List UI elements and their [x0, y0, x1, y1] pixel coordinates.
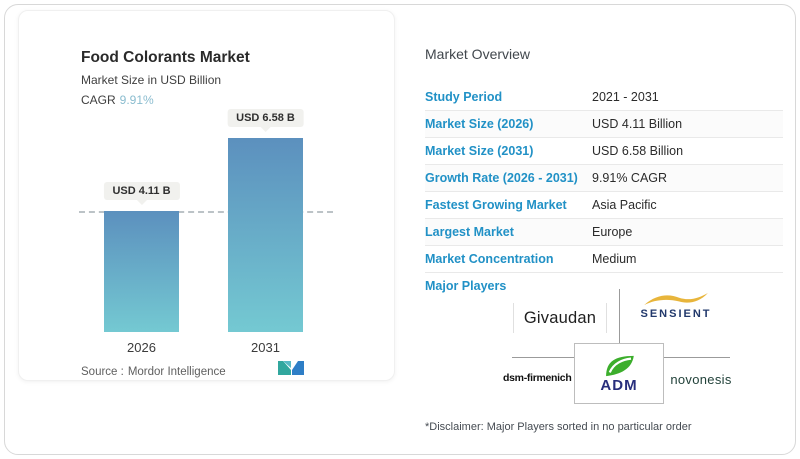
row-value: USD 4.11 Billion [592, 117, 683, 131]
table-row: Growth Rate (2026 - 2031) 9.91% CAGR [425, 165, 783, 192]
source-value: Mordor Intelligence [127, 366, 226, 378]
dsm-firmenich-wordmark: dsm-firmenich [503, 372, 572, 384]
cagr-label: CAGR [81, 93, 116, 107]
players-divider-left [512, 357, 575, 358]
row-value: USD 6.58 Billion [592, 144, 684, 158]
sensient-logo: SENSIENT [630, 292, 722, 332]
givaudan-logo: Givaudan [513, 303, 607, 333]
baseline-dashed-line [79, 211, 333, 213]
dsm-firmenich-logo: dsm-firmenich ●●● [503, 372, 583, 384]
row-label: Study Period [425, 90, 503, 104]
row-label: Market Concentration [425, 252, 554, 266]
chart-title: Food Colorants Market [81, 49, 250, 66]
mordor-intelligence-logo-icon [278, 361, 304, 375]
chart-subtitle: Market Size in USD Billion [81, 73, 222, 87]
row-label: Market Size (2026) [425, 117, 534, 131]
row-label: Largest Market [425, 225, 514, 239]
row-value: 2021 - 2031 [592, 90, 659, 104]
major-players-label: Major Players [425, 279, 507, 293]
x-axis-label-2031: 2031 [251, 340, 280, 355]
adm-leaf-icon [606, 355, 634, 376]
table-row: Study Period 2021 - 2031 [425, 84, 783, 111]
pill-caret [136, 200, 147, 205]
row-label: Market Size (2031) [425, 144, 534, 158]
adm-wordmark: ADM [600, 376, 638, 394]
overview-heading: Market Overview [425, 46, 531, 62]
overview-table: Study Period 2021 - 2031 Market Size (20… [425, 84, 783, 273]
chart-card: Food Colorants Market Market Size in USD… [18, 10, 395, 381]
pill-caret [260, 127, 271, 132]
table-row: Market Size (2026) USD 4.11 Billion [425, 111, 783, 138]
row-value: Asia Pacific [592, 198, 657, 212]
table-row: Market Size (2031) USD 6.58 Billion [425, 138, 783, 165]
novonesis-logo: novonesis [670, 372, 732, 387]
table-row: Fastest Growing Market Asia Pacific [425, 192, 783, 219]
sensient-wordmark: SENSIENT [640, 308, 712, 320]
bar-2031 [228, 138, 303, 332]
adm-logo: ADM [574, 343, 664, 404]
row-label: Fastest Growing Market [425, 198, 567, 212]
bar-2026 [104, 211, 179, 332]
row-label: Growth Rate (2026 - 2031) [425, 171, 578, 185]
disclaimer-text: *Disclaimer: Major Players sorted in no … [425, 421, 692, 433]
players-divider-vertical [619, 289, 620, 343]
row-value: Europe [592, 225, 633, 239]
table-row: Largest Market Europe [425, 219, 783, 246]
players-divider-right [664, 357, 730, 358]
cagr-line: CAGR 9.91% [81, 93, 154, 107]
sensient-swoosh-icon [644, 292, 708, 306]
cagr-value: 9.91% [119, 93, 154, 107]
row-value: Medium [592, 252, 637, 266]
table-row: Market Concentration Medium [425, 246, 783, 273]
source-line: Source : Mordor Intelligence [81, 366, 226, 378]
bar-value-label-2026: USD 4.11 B [103, 182, 180, 205]
bar-value-label-2031: USD 6.58 B [227, 109, 304, 132]
source-label: Source : [81, 366, 124, 378]
row-value: 9.91% CAGR [592, 171, 668, 185]
x-axis-label-2026: 2026 [127, 340, 156, 355]
